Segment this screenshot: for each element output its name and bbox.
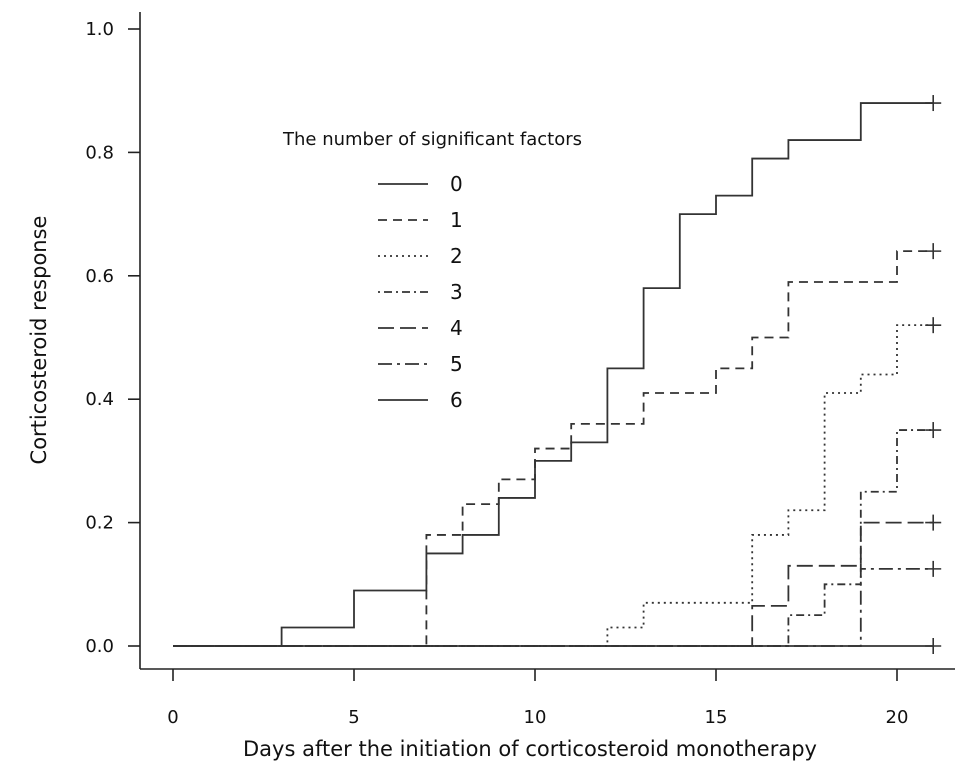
- y-tick-label: 1.0: [85, 19, 114, 40]
- x-tick-label: 10: [524, 707, 547, 728]
- x-tick-label: 15: [705, 707, 728, 728]
- legend-items: 0 1 2 3 4 5 6: [378, 172, 463, 412]
- legend-label-2: 2: [450, 244, 463, 268]
- censor-mark-1: [925, 243, 942, 260]
- legend: The number of significant factors 0 1 2 3 4 5…: [282, 129, 582, 412]
- censor-mark-4: [925, 514, 942, 531]
- legend-label-6: 6: [450, 388, 463, 412]
- series-line-1: [173, 250, 934, 647]
- y-tick-label: 0.2: [85, 513, 114, 534]
- series-line-5: [173, 567, 934, 647]
- y-tick-label: 0.6: [85, 266, 114, 287]
- series-layer: [173, 95, 942, 654]
- series-line-0: [173, 102, 934, 647]
- censor-mark-6: [925, 638, 942, 654]
- y-tick-label: 0.4: [85, 389, 114, 410]
- censor-mark-2: [925, 317, 942, 334]
- axes: [139, 12, 955, 670]
- y-tick-label: 0.0: [85, 636, 114, 657]
- legend-label-0: 0: [450, 172, 463, 196]
- x-axis-label: Days after the initiation of corticoster…: [243, 737, 817, 761]
- ticks: 0 5 10 15 200.00.20.40.60.81.0: [85, 19, 908, 728]
- legend-label-1: 1: [450, 208, 463, 232]
- censor-mark-0: [925, 95, 942, 112]
- x-tick-label: 0: [167, 707, 178, 728]
- y-axis-label: Corticosteroid response: [27, 216, 51, 465]
- legend-title: The number of significant factors: [282, 129, 582, 150]
- y-tick-label: 0.8: [85, 142, 114, 163]
- censor-mark-3: [925, 422, 942, 439]
- censor-mark-5: [925, 560, 942, 577]
- x-tick-label: 20: [886, 707, 909, 728]
- series-line-2: [173, 324, 934, 647]
- legend-label-4: 4: [450, 316, 463, 340]
- legend-label-3: 3: [450, 280, 463, 304]
- legend-label-5: 5: [450, 352, 463, 376]
- series-line-3: [173, 429, 934, 647]
- x-tick-label: 5: [348, 707, 359, 728]
